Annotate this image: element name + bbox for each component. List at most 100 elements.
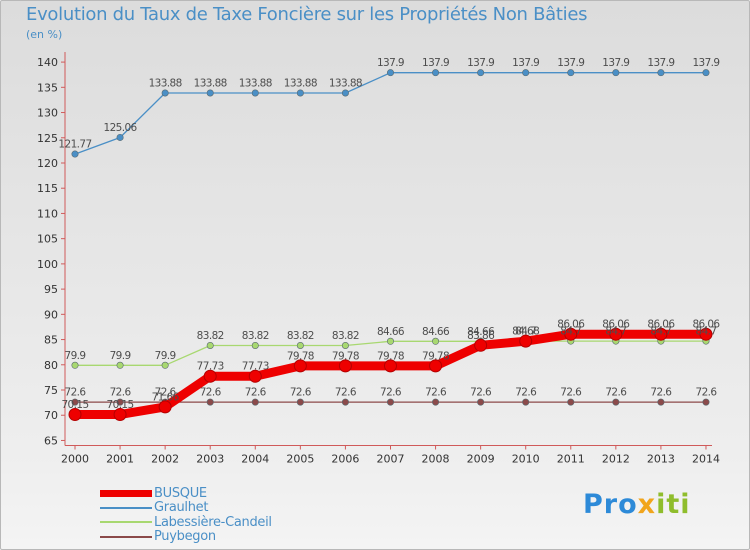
x-tick-label-2012: 2012 [602, 453, 630, 466]
data-label-busque-2006: 79.78 [332, 350, 359, 362]
data-point-graulhet-2007 [386, 69, 394, 77]
data-label-puybegon-2000: 72.6 [65, 387, 87, 399]
data-label-labessiere-candeil-2009: 84.66 [467, 326, 495, 338]
y-tick-label-130: 130 [37, 107, 58, 120]
x-tick-label-2000: 2000 [61, 453, 89, 466]
data-point-puybegon-2008 [432, 398, 440, 406]
data-point-graulhet-2002 [161, 89, 169, 97]
y-tick-label-65: 65 [44, 434, 58, 447]
data-point-busque-2013 [654, 327, 668, 341]
legend-swatch-graulhet [100, 506, 152, 509]
chart-legend: BUSQUE Graulhet Labessière-Candeil Puybe… [100, 486, 272, 544]
x-tick-label-2008: 2008 [422, 453, 450, 466]
data-label-puybegon-2008: 72.6 [425, 387, 447, 399]
data-label-busque-2000: 70.15 [61, 399, 88, 411]
data-label-graulhet-2001: 125.06 [103, 122, 137, 134]
data-label-graulhet-2002: 133.88 [149, 77, 182, 89]
series-busque [68, 327, 713, 421]
data-label-puybegon-2011: 72.6 [560, 387, 582, 399]
data-point-puybegon-2004 [251, 398, 259, 406]
data-label-labessiere-candeil-2011: 84.7 [560, 326, 581, 338]
data-point-puybegon-2007 [386, 398, 394, 406]
data-label-puybegon-2005: 72.6 [290, 387, 312, 399]
x-tick-label-2009: 2009 [467, 453, 495, 466]
y-tick-label-125: 125 [37, 132, 58, 145]
data-label-graulhet-2012: 137.9 [602, 57, 629, 69]
legend-swatch-labessiere-candeil [100, 521, 152, 524]
data-point-busque-2008 [429, 359, 443, 373]
data-point-labessiere-candeil-2004 [251, 342, 259, 350]
y-tick-label-110: 110 [37, 207, 58, 220]
data-point-labessiere-candeil-2008 [432, 337, 440, 345]
data-label-graulhet-2011: 137.9 [557, 57, 584, 69]
data-point-busque-2003 [203, 369, 217, 383]
series-graulhet [71, 69, 710, 158]
x-tick-label-2011: 2011 [557, 453, 585, 466]
data-label-puybegon-2002: 72.6 [155, 387, 177, 399]
data-point-busque-2005 [293, 359, 307, 373]
data-label-labessiere-candeil-2004: 83.82 [242, 330, 269, 342]
data-label-puybegon-2013: 72.6 [650, 387, 672, 399]
data-point-busque-2010 [519, 334, 533, 348]
x-tick-label-2004: 2004 [241, 453, 269, 466]
data-point-puybegon-2006 [341, 398, 349, 406]
data-label-puybegon-2001: 72.6 [110, 387, 132, 399]
x-tick-label-2014: 2014 [692, 453, 720, 466]
data-point-labessiere-candeil-2003 [206, 342, 214, 350]
data-point-graulhet-2009 [477, 69, 485, 77]
data-point-labessiere-candeil-2007 [386, 337, 394, 345]
x-tick-label-2010: 2010 [512, 453, 540, 466]
data-point-puybegon-2009 [477, 398, 485, 406]
data-label-labessiere-candeil-2005: 83.82 [287, 330, 314, 342]
data-point-graulhet-2004 [251, 89, 259, 97]
y-tick-label-70: 70 [44, 409, 58, 422]
data-label-busque-2009: 83.86 [467, 330, 495, 342]
data-point-graulhet-2001 [116, 133, 124, 141]
data-label-busque-2001: 70.15 [107, 399, 134, 411]
data-point-busque-2014 [699, 327, 713, 341]
data-point-busque-2007 [383, 359, 397, 373]
data-point-puybegon-2010 [522, 398, 530, 406]
y-tick-label-75: 75 [44, 384, 58, 397]
chart-title: Evolution du Taux de Taxe Foncière sur l… [26, 4, 588, 25]
data-label-graulhet-2005: 133.88 [284, 77, 317, 89]
data-point-puybegon-2000 [71, 398, 79, 406]
data-label-labessiere-candeil-2002: 79.9 [155, 350, 176, 362]
x-tick-label-2005: 2005 [286, 453, 314, 466]
data-label-graulhet-2003: 133.88 [194, 77, 227, 89]
data-point-busque-2012 [609, 327, 623, 341]
data-label-graulhet-2007: 137.9 [377, 57, 404, 69]
data-label-graulhet-2006: 133.88 [329, 77, 362, 89]
data-point-puybegon-2003 [206, 398, 214, 406]
data-point-busque-2006 [338, 359, 352, 373]
data-label-busque-2012: 86.06 [602, 319, 630, 331]
data-label-busque-2005: 79.78 [287, 350, 314, 362]
data-label-labessiere-candeil-2000: 79.9 [65, 350, 86, 362]
data-label-puybegon-2009: 72.6 [470, 387, 492, 399]
x-tick-label-2002: 2002 [151, 453, 179, 466]
data-label-puybegon-2012: 72.6 [605, 387, 627, 399]
legend-label-busque: BUSQUE [154, 485, 207, 501]
data-point-labessiere-candeil-2002 [161, 361, 169, 369]
y-tick-label-115: 115 [37, 182, 58, 195]
y-tick-label-95: 95 [44, 283, 58, 296]
data-label-busque-2003: 77.73 [197, 361, 224, 373]
data-label-puybegon-2003: 72.6 [200, 387, 222, 399]
data-label-puybegon-2004: 72.6 [245, 387, 267, 399]
y-tick-label-90: 90 [44, 308, 58, 321]
data-label-graulhet-2008: 137.9 [422, 57, 449, 69]
data-label-busque-2007: 79.78 [377, 350, 404, 362]
data-label-graulhet-2010: 137.9 [512, 57, 539, 69]
data-label-busque-2008: 79.78 [422, 350, 449, 362]
legend-swatch-busque [100, 489, 152, 497]
data-label-busque-2011: 86.06 [557, 319, 585, 331]
data-point-labessiere-candeil-2000 [71, 361, 79, 369]
data-point-busque-2004 [248, 369, 262, 383]
data-point-puybegon-2001 [116, 398, 124, 406]
data-label-labessiere-candeil-2008: 84.66 [422, 326, 450, 338]
data-point-graulhet-2008 [432, 69, 440, 77]
data-label-graulhet-2009: 137.9 [467, 57, 494, 69]
legend-label-puybegon: Puybegon [154, 529, 216, 545]
legend-swatch-puybegon [100, 535, 152, 538]
data-point-labessiere-candeil-2005 [296, 342, 304, 350]
